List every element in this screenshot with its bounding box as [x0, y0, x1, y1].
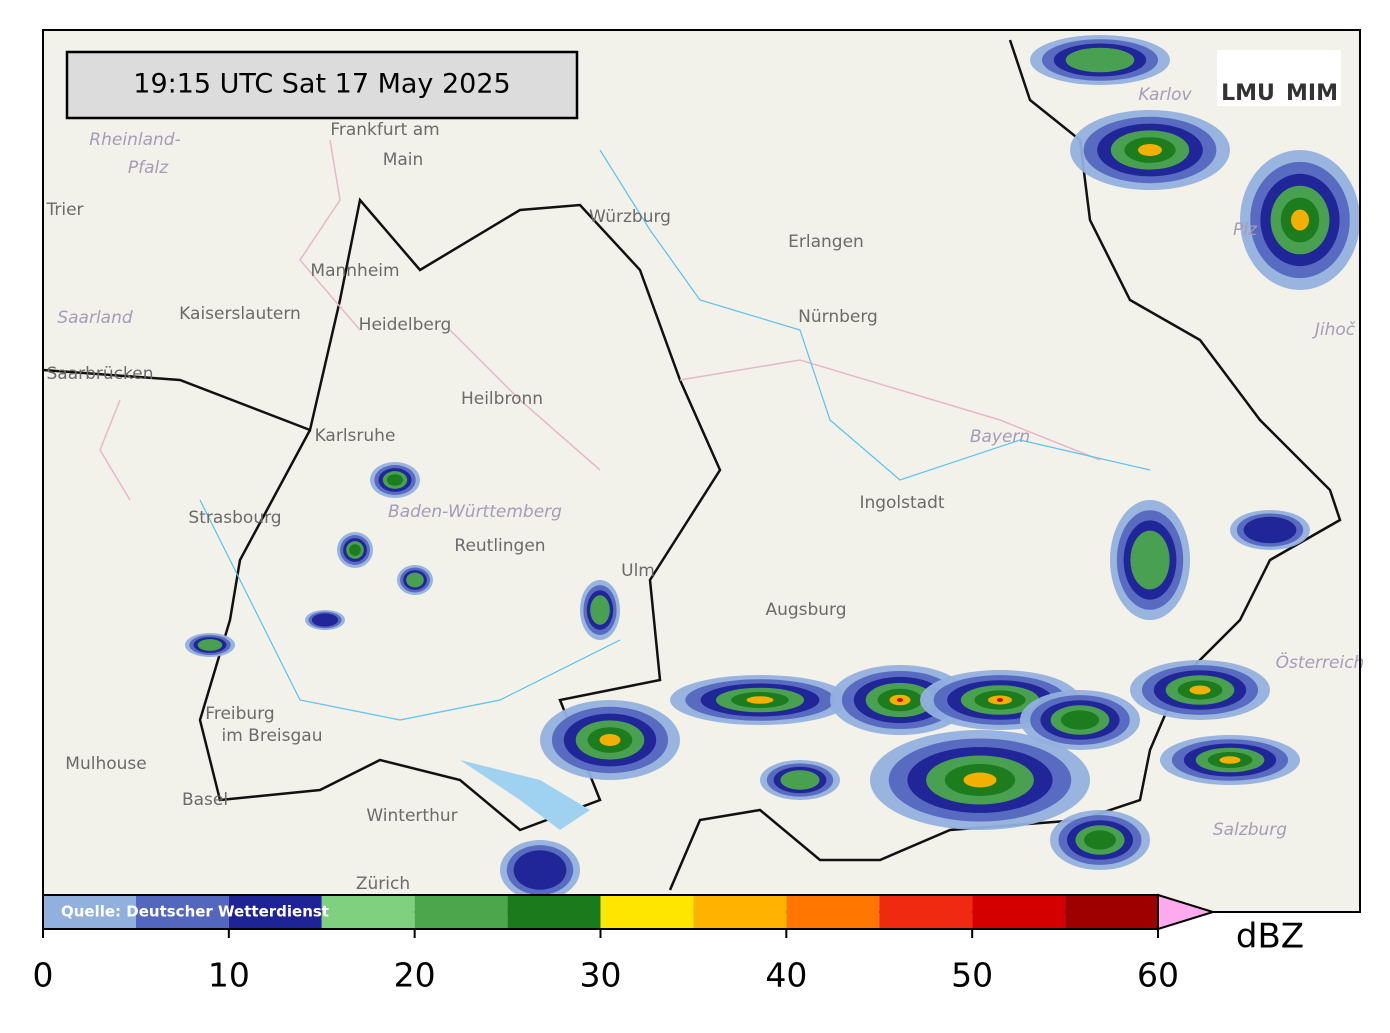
- colorbar-tick-label: 20: [394, 956, 436, 995]
- logo-left: LMU: [1221, 81, 1275, 106]
- colorbar-segment: [414, 895, 508, 929]
- colorbar: 0 10 20 30 40 50 60: [33, 893, 1217, 995]
- map: Frankfurt am Main Rheinland- Pfalz Trier Saar…: [42, 29, 1364, 913]
- timestamp: 19:15 UTC Sat 17 May 2025: [133, 69, 510, 100]
- place-label: Winterthur: [366, 806, 457, 826]
- logo-box: [1217, 50, 1341, 106]
- radar-echoes: [185, 35, 1360, 900]
- radar-echo: [1243, 516, 1297, 544]
- place-label: Heidelberg: [359, 315, 452, 335]
- place-label: Ulm: [621, 561, 655, 581]
- colorbar-tick-label: 60: [1137, 956, 1179, 995]
- radar-echo: [1138, 144, 1162, 156]
- radar-echo: [1060, 710, 1100, 730]
- colorbar-tick-label: 40: [765, 956, 807, 995]
- place-label: Zürich: [356, 874, 410, 894]
- radar-echo: [590, 595, 610, 625]
- place-label: Baden-Württemberg: [388, 502, 562, 522]
- colorbar-unit: dBZ: [1236, 917, 1304, 957]
- place-label: Würzburg: [589, 207, 671, 227]
- place-label: Ingolstadt: [859, 493, 944, 513]
- radar-echo: [997, 698, 1003, 702]
- colorbar-tick-label: 0: [33, 956, 54, 995]
- radar-echo: [963, 772, 997, 788]
- place-label: Karlov: [1138, 85, 1192, 105]
- colorbar-segment: [507, 895, 601, 929]
- radar-echo: [406, 572, 424, 588]
- place-label: Basel: [182, 790, 228, 810]
- place-label: Mannheim: [310, 261, 399, 281]
- radar-echo: [1065, 47, 1135, 73]
- place-label: Frankfurt am: [330, 120, 439, 140]
- place-label: Main: [383, 150, 424, 170]
- radar-echo: [746, 696, 774, 704]
- colorbar-segment: [228, 895, 322, 929]
- place-label: Kaiserslautern: [179, 304, 301, 324]
- radar-echo: [349, 544, 361, 556]
- colorbar-tick-label: 10: [208, 956, 250, 995]
- place-label: Bayern: [970, 427, 1030, 447]
- road: [99, 139, 1101, 501]
- radar-echo: [780, 770, 820, 790]
- colorbar-segment: [1065, 895, 1158, 929]
- radar-echo: [1084, 830, 1116, 850]
- lake: [460, 760, 590, 830]
- place-label: Karlsruhe: [315, 426, 396, 446]
- place-label: im Breisgau: [222, 726, 323, 746]
- radar-echo: [1219, 756, 1241, 764]
- radar-echo: [311, 613, 339, 627]
- colorbar-segment: [972, 895, 1066, 929]
- place-label: Jihoč: [1312, 320, 1356, 340]
- colorbar-segment: [321, 895, 415, 929]
- logo-right: MIM: [1286, 81, 1338, 106]
- colorbar-segment: [43, 895, 136, 929]
- radar-echo: [1130, 530, 1170, 590]
- colorbar-segment: [693, 895, 787, 929]
- place-label: Saarland: [57, 308, 133, 328]
- place-labels: Frankfurt am Main Rheinland- Pfalz Trier Saar…: [45, 85, 1364, 894]
- place-label: Rheinland-: [89, 130, 180, 150]
- colorbar-tick-label: 50: [951, 956, 993, 995]
- place-label: Reutlingen: [454, 536, 545, 556]
- colorbar-segment: [135, 895, 229, 929]
- radar-echo: [197, 639, 223, 651]
- place-label: Pfalz: [128, 158, 169, 178]
- river: [199, 149, 1151, 721]
- place-label: Österreich: [1276, 651, 1365, 673]
- radar-echo: [599, 734, 621, 746]
- place-label: Freiburg: [205, 704, 274, 724]
- colorbar-segment: [786, 895, 880, 929]
- place-label: Nürnberg: [798, 307, 878, 327]
- source-label: Quelle: Deutscher Wetterdienst: [61, 903, 329, 921]
- place-label: Saarbrücken: [47, 364, 154, 384]
- place-label: Augsburg: [765, 600, 846, 620]
- radar-echo: [513, 850, 567, 890]
- radar-echo: [897, 698, 903, 702]
- place-label: Mulhouse: [65, 754, 146, 774]
- place-label: Strasbourg: [188, 508, 281, 528]
- timestamp-box: [65, 50, 579, 120]
- colorbar-segment: [600, 895, 694, 929]
- radar-echo: [1189, 685, 1211, 695]
- radar-echo: [387, 474, 403, 486]
- place-label: Trier: [45, 200, 83, 220]
- radar-echo: [1291, 209, 1309, 231]
- place-label: Plz: [1233, 220, 1258, 240]
- colorbar-tick-label: 30: [580, 956, 622, 995]
- place-label: Salzburg: [1213, 820, 1287, 840]
- border: [42, 197, 722, 832]
- colorbar-segment: [879, 895, 973, 929]
- place-label: Erlangen: [788, 232, 864, 252]
- border: [668, 39, 1342, 891]
- place-label: Heilbronn: [461, 389, 543, 409]
